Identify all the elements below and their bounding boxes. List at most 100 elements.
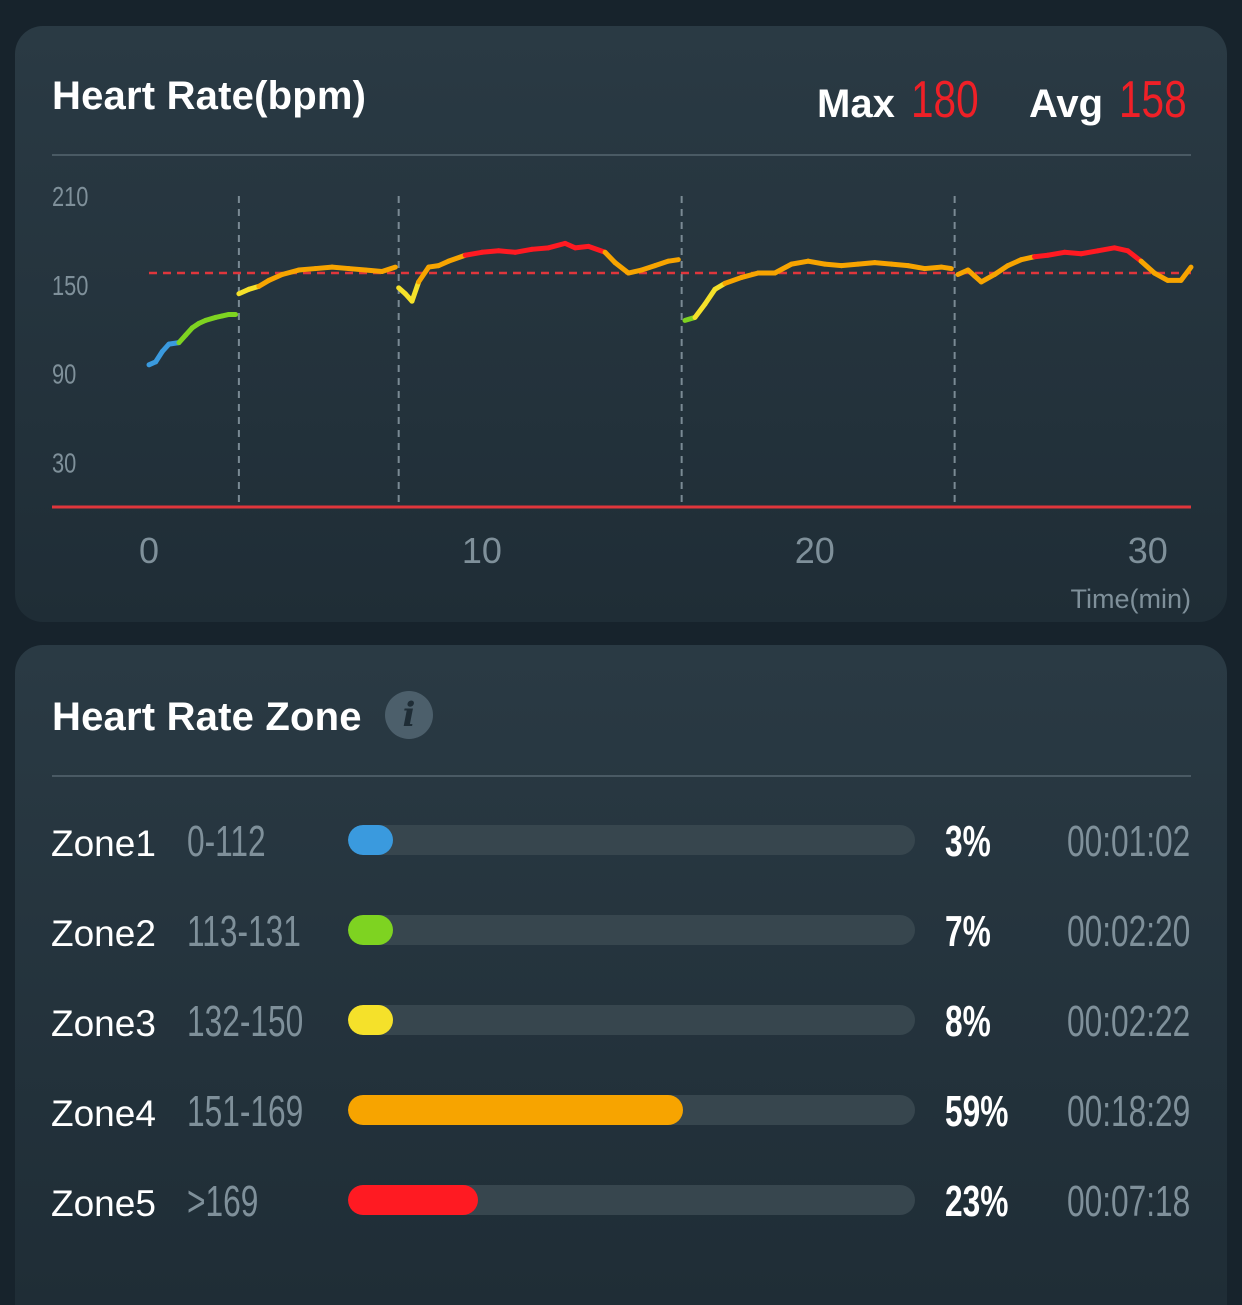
y-tick-label: 210	[52, 181, 88, 212]
zone-row: Zone5 >169 23% 00:07:18	[15, 1171, 1227, 1231]
y-tick-label: 90	[52, 359, 76, 390]
zone-time: 00:01:02	[1066, 817, 1190, 866]
heart-rate-line-segment	[545, 240, 568, 251]
zone-bar-fill	[348, 1005, 394, 1035]
max-label: Max	[817, 82, 895, 126]
zone-range: 151-169	[187, 1087, 304, 1136]
heart-rate-line-segment	[905, 263, 928, 272]
heart-rate-line-segment	[822, 261, 844, 269]
heart-rate-line-segment	[462, 249, 485, 258]
zone-name: Zone4	[51, 1093, 156, 1134]
heart-rate-line-segment	[838, 261, 861, 269]
info-icon[interactable]: i	[385, 691, 433, 739]
heart-rate-line-segment	[789, 258, 811, 267]
avg-label: Avg	[1029, 82, 1104, 126]
heart-rate-line-segment	[692, 301, 708, 320]
zone-time: 00:02:22	[1066, 997, 1190, 1046]
zone-percent: 8%	[945, 997, 991, 1046]
heart-rate-line-segment	[529, 245, 551, 252]
zone-row: Zone4 151-169 59% 00:18:29	[15, 1081, 1227, 1141]
x-tick-label: 0	[139, 530, 159, 571]
zone-divider	[52, 775, 1191, 777]
heart-rate-line-segment	[362, 267, 385, 275]
zone-time: 00:18:29	[1066, 1087, 1190, 1136]
heart-rate-line-segment	[346, 266, 368, 273]
heart-rate-line-segment	[612, 260, 631, 276]
zone-range: >169	[187, 1177, 259, 1226]
heart-rate-line-segment	[496, 248, 518, 255]
zone-time: 00:07:18	[1066, 1177, 1190, 1226]
y-tick-label: 150	[52, 270, 88, 301]
zone-range: 113-131	[187, 907, 301, 956]
heart-rate-line-segment	[739, 270, 761, 280]
zone-percent: 3%	[945, 817, 991, 866]
heart-rate-line-segment	[585, 243, 608, 255]
max-stat: Max 180	[817, 70, 998, 130]
heart-rate-line-segment	[1125, 248, 1144, 264]
x-axis-title: Time(min)	[1071, 584, 1192, 614]
zone-bar-fill	[348, 1095, 683, 1125]
heart-rate-line-segment	[888, 261, 911, 269]
heart-rate-divider	[52, 154, 1191, 156]
x-tick-label: 30	[1128, 530, 1168, 571]
heart-rate-line-segment	[512, 246, 535, 255]
avg-stat: Avg 158	[1029, 70, 1206, 130]
zone-title: Heart Rate Zone	[52, 695, 362, 739]
heart-rate-title: Heart Rate(bpm)	[52, 74, 367, 118]
avg-value: 158	[1119, 71, 1187, 129]
x-tick-label: 20	[795, 530, 835, 571]
heart-rate-line-segment	[938, 264, 954, 272]
heart-rate-line-segment	[665, 257, 681, 264]
heart-rate-line-segment	[922, 264, 944, 272]
heart-rate-line-segment	[805, 258, 828, 267]
heart-rate-line-segment	[329, 264, 352, 272]
zone-percent: 7%	[945, 907, 991, 956]
x-tick-label: 10	[462, 530, 502, 571]
zone-bar-fill	[348, 825, 394, 855]
zone-row: Zone1 0-112 3% 00:01:02	[15, 811, 1227, 871]
heart-rate-line-segment	[992, 263, 1011, 277]
heart-rate-line-segment	[1045, 249, 1067, 258]
heart-rate-line-segment	[978, 271, 998, 285]
y-tick-label: 30	[52, 448, 76, 479]
zone-row: Zone3 132-150 8% 00:02:22	[15, 991, 1227, 1051]
zone-range: 132-150	[187, 997, 304, 1046]
zone-name: Zone2	[51, 913, 156, 954]
heart-rate-card: Heart Rate(bpm) Max 180 Avg 158 210 150 90…	[15, 26, 1227, 622]
heart-rate-line-segment	[416, 264, 432, 285]
heart-rate-chart: 210 150 90 30 0 10 20 30 Time(min)	[52, 181, 1194, 614]
heart-rate-line-segment	[1095, 245, 1117, 254]
zone-bar-track	[348, 1005, 915, 1035]
zone-bar-track	[348, 1185, 915, 1215]
heart-rate-line-segment	[1151, 270, 1171, 283]
max-value: 180	[910, 71, 979, 129]
heart-rate-line-segment	[872, 260, 894, 267]
zone-time: 00:02:20	[1066, 907, 1190, 956]
zone-bar-track	[348, 825, 915, 855]
heart-rate-line-segment	[722, 274, 745, 286]
heart-rate-line-segment	[279, 267, 302, 277]
heart-rate-line-segment	[855, 260, 878, 267]
heart-rate-line-segment	[772, 261, 795, 276]
heart-rate-line-segment	[379, 264, 398, 275]
heart-rate-line-segment	[1078, 248, 1101, 257]
zone-row: Zone2 113-131 7% 00:02:20	[15, 901, 1227, 961]
heart-rate-line-segment	[296, 266, 318, 273]
zone-range: 0-112	[187, 817, 266, 866]
heart-rate-line-segment	[1178, 264, 1194, 283]
zone-bar-track	[348, 1095, 915, 1125]
heart-rate-line-segment	[479, 248, 502, 255]
heart-rate-line-segment	[1138, 258, 1157, 276]
heart-rate-zone-card: Heart Rate Zone i Zone1 0-112 3% 00:01:02 Zo…	[15, 645, 1227, 1305]
heart-rate-line-segment	[1061, 249, 1084, 257]
zone-bar-fill	[348, 1185, 479, 1215]
zone-percent: 59%	[945, 1087, 1009, 1136]
zone-bar-track	[348, 915, 915, 945]
heart-rate-line-segment	[702, 286, 718, 307]
zone-percent: 23%	[945, 1177, 1009, 1226]
heart-rate-line-segment	[312, 264, 335, 272]
heart-rate-line-segment	[409, 279, 422, 304]
zone-name: Zone1	[51, 823, 156, 864]
zone-name: Zone3	[51, 1003, 156, 1044]
zone-bar-fill	[348, 915, 394, 945]
